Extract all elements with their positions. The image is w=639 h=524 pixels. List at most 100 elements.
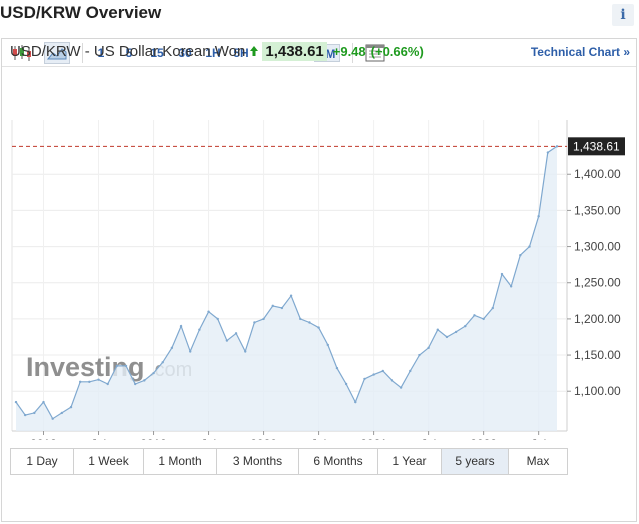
x-tick-label: Jul — [421, 437, 436, 440]
toolbar-divider — [82, 43, 83, 63]
last-price-label: 1,438.61 — [573, 139, 620, 153]
data-point — [225, 339, 229, 342]
data-point — [289, 294, 293, 297]
data-point — [244, 350, 247, 353]
x-tick-label: 2020 — [250, 437, 277, 440]
data-point — [482, 317, 485, 321]
data-point — [69, 405, 73, 409]
data-point — [326, 343, 329, 347]
data-point — [546, 151, 550, 154]
range-max[interactable]: Max — [509, 449, 567, 474]
data-point — [271, 304, 274, 308]
range-1-month[interactable]: 1 Month — [144, 449, 217, 474]
data-point — [253, 321, 256, 324]
data-point — [436, 328, 439, 331]
data-point — [445, 335, 449, 339]
table-view-icon[interactable] — [363, 42, 387, 64]
x-tick-label: Jul — [311, 437, 326, 440]
data-point — [14, 400, 18, 404]
up-arrow-icon — [250, 46, 259, 56]
timeframe-5h[interactable]: 5H — [233, 46, 249, 60]
data-point — [372, 373, 375, 376]
x-tick-label: 2018 — [30, 437, 57, 440]
data-point — [124, 364, 128, 368]
data-point — [308, 321, 311, 324]
technical-chart-link[interactable]: Technical Chart » — [530, 45, 630, 59]
data-point — [33, 411, 36, 415]
data-point — [299, 317, 302, 321]
y-tick-label: 1,250.00 — [574, 276, 621, 290]
range-5-years[interactable]: 5 years — [442, 449, 509, 474]
data-point — [454, 330, 458, 334]
area-chart-icon[interactable] — [44, 42, 70, 64]
y-tick-label: 1,300.00 — [574, 240, 621, 254]
data-point — [143, 379, 146, 382]
candlestick-icon[interactable] — [10, 42, 34, 64]
price-change-percent: (+0.66%) — [370, 43, 424, 59]
price-area — [16, 146, 557, 432]
data-point — [189, 350, 192, 353]
data-point — [161, 361, 164, 364]
info-icon[interactable]: i — [612, 4, 634, 26]
quote-line: USD/KRW - US Dollar Korean Won 1,438.61 … — [10, 41, 424, 61]
range-selector: 1 Day 1 Week 1 Month 3 Months 6 Months 1… — [10, 448, 568, 475]
instrument-name: USD/KRW - US Dollar Korean Won — [10, 42, 246, 60]
data-point — [216, 317, 219, 321]
data-point — [280, 306, 284, 310]
data-point — [106, 382, 109, 386]
data-point — [363, 377, 366, 381]
data-point — [170, 346, 174, 350]
data-point — [344, 382, 348, 386]
data-point — [500, 272, 504, 276]
last-price: 1,438.61 — [262, 41, 327, 61]
price-chart[interactable]: Investing.com 1,100.001,150.001,200.001,… — [0, 0, 639, 440]
y-tick-label: 1,100.00 — [574, 384, 621, 398]
data-point — [509, 285, 513, 288]
x-tick-label: 2019 — [140, 437, 167, 440]
data-point — [42, 400, 45, 404]
last-price-label-bg — [568, 137, 625, 156]
data-point — [537, 214, 540, 218]
data-point — [115, 364, 119, 368]
timeframe-15[interactable]: 15 — [150, 46, 164, 60]
data-point — [427, 346, 430, 350]
data-point — [234, 332, 238, 335]
data-point — [88, 380, 91, 384]
data-point — [262, 317, 265, 321]
toolbar-divider — [352, 43, 353, 63]
x-tick-label: 2022 — [470, 437, 497, 440]
data-point — [519, 254, 522, 257]
range-1-year[interactable]: 1 Year — [378, 449, 442, 474]
data-point — [399, 386, 403, 389]
timeframe-1[interactable]: 1 — [97, 46, 105, 60]
x-tick-label: Jul — [201, 437, 216, 440]
timeframe-30[interactable]: 30 — [178, 46, 192, 60]
range-6-months[interactable]: 6 Months — [299, 449, 378, 474]
data-point — [464, 324, 467, 328]
y-tick-label: 1,350.00 — [574, 203, 621, 217]
data-point — [152, 371, 155, 375]
x-tick-label: Jul — [91, 437, 106, 440]
range-1-day[interactable]: 1 Day — [11, 449, 74, 474]
data-point — [179, 324, 183, 328]
timeframe-5[interactable]: 5 — [125, 46, 133, 60]
timeframe-1h[interactable]: 1H — [205, 46, 221, 60]
data-point — [491, 306, 495, 310]
x-tick-label: Jul — [531, 437, 546, 440]
page-title: USD/KRW Overview — [0, 3, 162, 22]
data-point — [335, 366, 339, 370]
data-point — [78, 380, 82, 384]
data-point — [23, 413, 27, 417]
data-point — [198, 328, 201, 331]
price-change: +9.48 — [332, 43, 366, 59]
data-point — [390, 379, 394, 382]
data-point — [134, 382, 137, 386]
data-point — [60, 411, 64, 415]
range-3-months[interactable]: 3 Months — [217, 449, 299, 474]
x-tick-label: 2021 — [360, 437, 387, 440]
y-tick-label: 1,400.00 — [574, 167, 621, 181]
data-point — [97, 378, 100, 381]
price-line — [15, 145, 558, 420]
data-point — [528, 245, 531, 248]
range-1-week[interactable]: 1 Week — [74, 449, 144, 474]
